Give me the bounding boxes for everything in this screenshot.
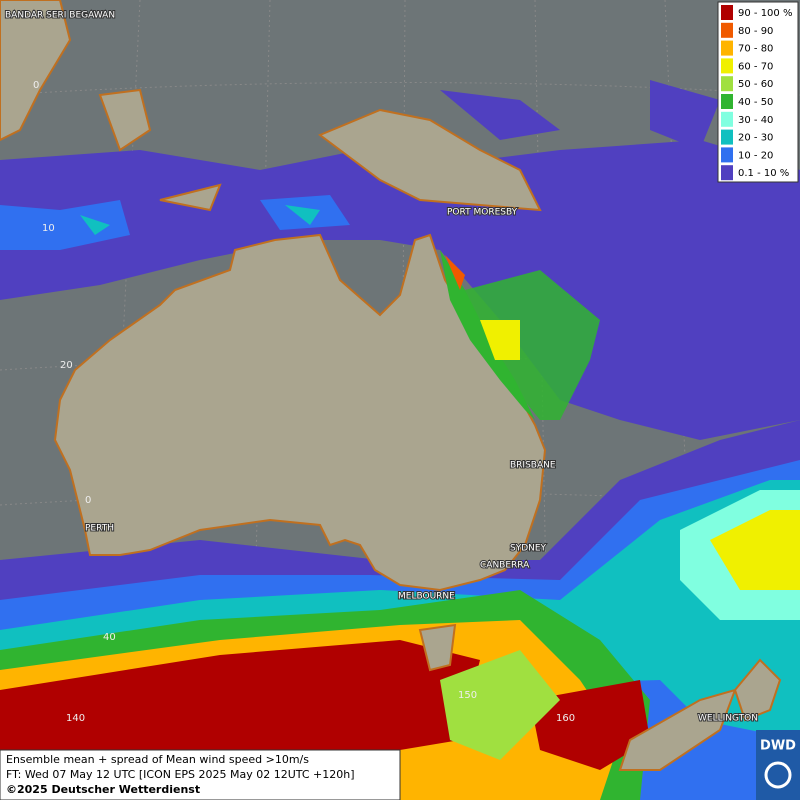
legend-swatch — [721, 76, 733, 92]
grid-label: 140 — [66, 713, 85, 724]
grid-label: 40 — [103, 632, 116, 643]
grid-label: 0 — [33, 80, 39, 91]
new-zealand — [618, 658, 782, 771]
zone-south-90 — [0, 640, 650, 770]
zone-low — [0, 80, 800, 440]
place-label: BRISBANE — [510, 461, 556, 471]
legend-swatch — [721, 40, 733, 56]
legend-swatch — [721, 111, 733, 127]
place-label: WELLINGTON — [698, 714, 758, 724]
legend-label: 70 - 80 — [738, 44, 773, 55]
caption-line: Ensemble mean + spread of Mean wind spee… — [6, 753, 309, 766]
place-label: SYDNEY — [510, 544, 547, 554]
legend-label: 20 - 30 — [738, 133, 773, 144]
zone-qld-60 — [480, 320, 520, 360]
place-label: MELBOURNE — [398, 592, 455, 602]
legend-swatch — [721, 129, 733, 145]
legend-swatch — [721, 22, 733, 38]
legend-label: 50 - 60 — [738, 79, 773, 90]
new-guinea — [318, 108, 542, 212]
legend-label: 0.1 - 10 % — [738, 168, 789, 179]
zone-qld-sea — [465, 270, 600, 420]
legend-label: 30 - 40 — [738, 115, 773, 126]
australia — [53, 233, 547, 592]
legend-swatch — [721, 94, 733, 109]
place-label: BANDAR SERI BEGAWAN — [5, 11, 115, 21]
zone-east-60 — [710, 510, 800, 590]
grid-label: 160 — [556, 713, 575, 724]
legend-label: 10 - 20 — [738, 150, 773, 161]
logo-icon — [764, 761, 792, 789]
legend-label: 80 - 90 — [738, 26, 773, 37]
legend-swatch — [721, 5, 733, 20]
zone-20-30 — [80, 205, 320, 235]
caption-line: ©2025 Deutscher Wetterdienst — [6, 783, 200, 796]
legend-swatch — [721, 147, 733, 163]
grid-label: 10 — [42, 223, 55, 234]
grid-label: 0 — [85, 495, 91, 506]
tasmania — [418, 623, 457, 672]
place-label: PORT MORESBY — [447, 208, 518, 218]
legend-label: 60 - 70 — [738, 61, 773, 72]
legend-label: 40 - 50 — [738, 97, 773, 108]
legend-swatch — [721, 58, 733, 74]
zone-qld-80 — [445, 255, 465, 290]
caption-line: FT: Wed 07 May 12 UTC [ICON EPS 2025 May… — [6, 768, 355, 781]
grid-label: 20 — [60, 360, 73, 371]
caption-box — [0, 749, 401, 801]
land — [0, 0, 782, 771]
logo-text: DWD — [760, 739, 796, 754]
place-label: PERTH — [85, 524, 114, 534]
islands — [0, 0, 222, 212]
grid-label: 150 — [458, 690, 477, 701]
zone-10-20 — [0, 195, 350, 250]
legend-swatch — [721, 165, 733, 181]
place-label: CANBERRA — [480, 561, 530, 571]
legend-label: 90 - 100 % — [738, 8, 792, 19]
zone-south-50 — [440, 650, 560, 760]
